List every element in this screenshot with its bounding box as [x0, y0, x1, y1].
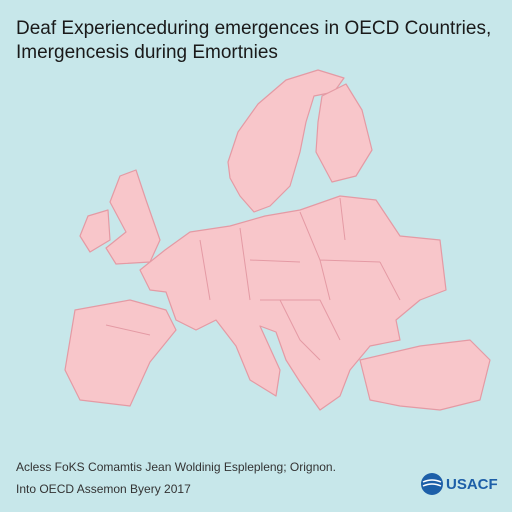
iberia — [64, 299, 177, 407]
title: Deaf Experienceduring emergences in OECD… — [16, 18, 492, 39]
footer-line: Into OECD Assemon Byery 2017 — [16, 482, 191, 496]
ireland — [79, 209, 111, 253]
logo-text: USACF — [446, 476, 498, 493]
continent — [139, 195, 447, 411]
borders — [105, 197, 401, 361]
footer-line: Acless FoKS Comamtis Jean Woldinig Esple… — [16, 460, 336, 474]
finland — [315, 83, 373, 183]
turkey — [359, 339, 491, 411]
subtitle: Imergencesis during Emortnies — [16, 42, 278, 63]
scandinavia — [227, 69, 345, 213]
logo-icon — [421, 473, 443, 495]
great-britain — [105, 169, 161, 265]
